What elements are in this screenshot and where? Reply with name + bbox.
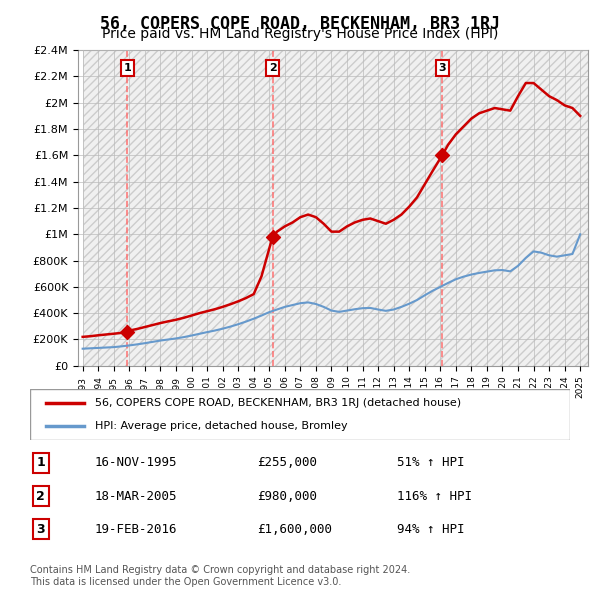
Text: £1,600,000: £1,600,000 — [257, 523, 332, 536]
Text: 16-NOV-1995: 16-NOV-1995 — [95, 457, 178, 470]
Text: 1: 1 — [37, 457, 45, 470]
Text: 51% ↑ HPI: 51% ↑ HPI — [397, 457, 465, 470]
Text: 94% ↑ HPI: 94% ↑ HPI — [397, 523, 465, 536]
Text: 18-MAR-2005: 18-MAR-2005 — [95, 490, 178, 503]
Text: 116% ↑ HPI: 116% ↑ HPI — [397, 490, 472, 503]
Text: 56, COPERS COPE ROAD, BECKENHAM, BR3 1RJ: 56, COPERS COPE ROAD, BECKENHAM, BR3 1RJ — [100, 15, 500, 33]
Point — [268, 232, 277, 242]
Text: 3: 3 — [37, 523, 45, 536]
Text: 3: 3 — [439, 63, 446, 73]
Text: Price paid vs. HM Land Registry's House Price Index (HPI): Price paid vs. HM Land Registry's House … — [102, 27, 498, 41]
Text: 1: 1 — [124, 63, 131, 73]
Text: Contains HM Land Registry data © Crown copyright and database right 2024.
This d: Contains HM Land Registry data © Crown c… — [30, 565, 410, 587]
Text: £980,000: £980,000 — [257, 490, 317, 503]
Text: HPI: Average price, detached house, Bromley: HPI: Average price, detached house, Brom… — [95, 421, 347, 431]
Text: 2: 2 — [37, 490, 45, 503]
Point — [122, 327, 132, 337]
Text: 19-FEB-2016: 19-FEB-2016 — [95, 523, 178, 536]
Text: 56, COPERS COPE ROAD, BECKENHAM, BR3 1RJ (detached house): 56, COPERS COPE ROAD, BECKENHAM, BR3 1RJ… — [95, 398, 461, 408]
Text: 2: 2 — [269, 63, 277, 73]
Text: £255,000: £255,000 — [257, 457, 317, 470]
Point — [437, 150, 447, 160]
FancyBboxPatch shape — [30, 389, 570, 440]
